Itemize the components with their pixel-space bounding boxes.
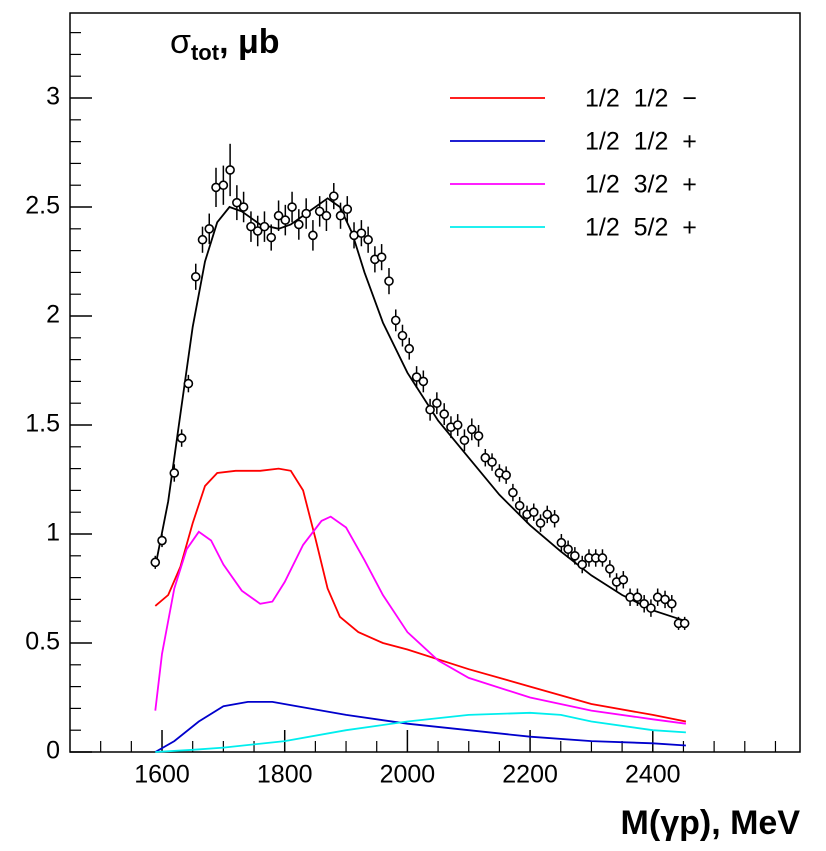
data-point <box>238 202 249 212</box>
x-tick-label: 2400 <box>625 761 681 789</box>
data-point <box>335 210 346 221</box>
data-point <box>328 191 339 201</box>
data-point <box>384 276 394 286</box>
data-point <box>204 224 215 234</box>
data-point <box>376 252 387 262</box>
x-tick-label: 2000 <box>380 761 436 789</box>
data-point <box>390 315 401 326</box>
x-axis-label: M(γp), MeV <box>621 804 801 842</box>
data-point <box>508 487 518 498</box>
y-tick-label: 2 <box>46 301 60 329</box>
data-point <box>514 500 525 511</box>
data-point <box>618 574 629 585</box>
data-point <box>556 537 567 548</box>
data-point <box>535 518 546 528</box>
data-point <box>459 435 470 446</box>
x-tick-label: 1800 <box>257 761 313 789</box>
data-point <box>273 210 284 221</box>
y-tick-label: 1.5 <box>25 410 60 438</box>
component-line <box>155 711 686 753</box>
data-point <box>280 215 291 225</box>
data-point <box>605 564 615 574</box>
data-point <box>197 234 208 245</box>
y-label-subscript: tot <box>191 40 220 65</box>
data-point <box>563 544 573 555</box>
x-tick-label: 1600 <box>134 761 190 789</box>
component-line <box>154 467 687 723</box>
data-point <box>480 452 491 463</box>
data-point <box>646 603 656 613</box>
component-line <box>154 515 687 725</box>
y-label-unit: , μb <box>219 23 279 61</box>
plot-frame <box>69 12 801 753</box>
data-point <box>266 232 277 243</box>
data-point <box>577 559 588 570</box>
y-tick-label: 3 <box>46 83 60 111</box>
y-axis-label: σtot, μb <box>170 23 280 65</box>
data-point <box>418 376 429 387</box>
data-point <box>660 594 670 605</box>
data-point <box>356 228 367 238</box>
data-point <box>487 457 497 467</box>
data-point <box>452 420 463 430</box>
data-point <box>314 206 325 217</box>
data-point <box>287 202 297 212</box>
data-point <box>294 219 304 230</box>
data-point <box>501 470 511 480</box>
data-point <box>570 551 580 561</box>
x-tick-label: 2200 <box>502 761 558 789</box>
data-point <box>542 509 553 520</box>
data-point <box>473 431 484 441</box>
data-point <box>342 204 353 214</box>
data-point <box>439 409 450 419</box>
data-point <box>679 618 690 629</box>
legend-label: 1/2 3/2 + <box>585 171 697 199</box>
data-point <box>169 468 180 478</box>
data-point <box>183 378 194 389</box>
data-point <box>321 210 332 221</box>
data-point <box>597 553 608 563</box>
data-point <box>259 221 270 232</box>
data-point <box>308 230 318 241</box>
data-point <box>528 507 539 518</box>
y-tick-label: 1 <box>46 519 60 547</box>
data-point <box>301 208 311 219</box>
y-tick-label: 2.5 <box>25 192 60 220</box>
y-tick-label: 0.5 <box>25 628 60 656</box>
data-point <box>467 424 477 435</box>
data-point <box>252 226 263 236</box>
data-point <box>549 513 560 524</box>
data-point <box>363 234 373 245</box>
data-point <box>190 271 201 282</box>
data-point <box>246 221 256 232</box>
legend-label: 1/2 5/2 + <box>585 214 697 242</box>
data-point <box>411 372 422 382</box>
data-point <box>666 598 677 609</box>
y-label-symbol: σ <box>170 23 191 61</box>
data-point <box>639 598 649 609</box>
data-point <box>150 557 161 568</box>
data-point <box>225 165 235 175</box>
data-point <box>218 180 229 191</box>
data-point <box>176 433 187 443</box>
data-point <box>632 592 643 603</box>
legend-label: 1/2 1/2 − <box>585 85 697 113</box>
data-point <box>397 330 408 341</box>
data-point <box>232 197 242 208</box>
component-line <box>154 701 686 753</box>
data-point <box>157 535 167 546</box>
legend-label: 1/2 1/2 + <box>585 128 697 156</box>
data-point <box>404 343 415 354</box>
data-point <box>432 398 442 409</box>
data-point <box>425 404 435 415</box>
y-tick-label: 0 <box>46 737 60 765</box>
